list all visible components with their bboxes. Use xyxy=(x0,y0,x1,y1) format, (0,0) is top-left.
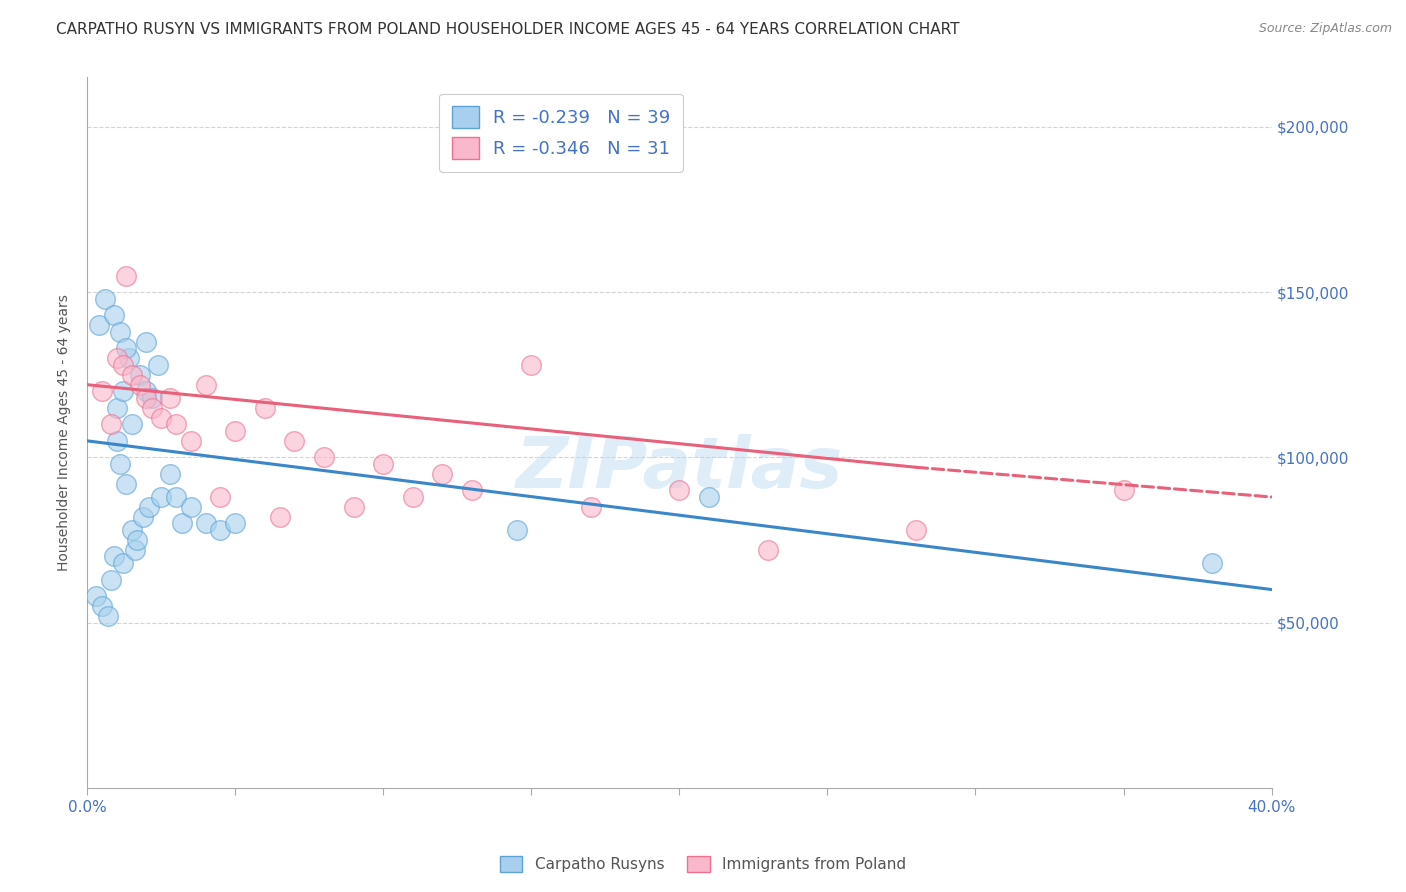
Point xyxy=(87,318,110,333)
Point xyxy=(105,351,128,366)
Point xyxy=(111,384,134,399)
Point xyxy=(505,523,527,537)
Point xyxy=(150,410,173,425)
Point xyxy=(97,609,120,624)
Point xyxy=(121,368,143,382)
Point xyxy=(159,391,181,405)
Point xyxy=(138,500,160,514)
Point xyxy=(905,523,928,537)
Point xyxy=(114,268,136,283)
Point xyxy=(141,391,163,405)
Point xyxy=(253,401,276,415)
Point xyxy=(283,434,305,448)
Point xyxy=(756,542,779,557)
Point xyxy=(94,292,117,306)
Text: Source: ZipAtlas.com: Source: ZipAtlas.com xyxy=(1258,22,1392,36)
Legend: Carpatho Rusyns, Immigrants from Poland: Carpatho Rusyns, Immigrants from Poland xyxy=(492,848,914,880)
Point xyxy=(579,500,602,514)
Point xyxy=(114,476,136,491)
Point xyxy=(165,490,187,504)
Point xyxy=(312,450,335,465)
Point xyxy=(180,500,202,514)
Point xyxy=(117,351,139,366)
Point xyxy=(121,417,143,432)
Point xyxy=(91,384,114,399)
Point xyxy=(100,573,122,587)
Point xyxy=(141,401,163,415)
Point xyxy=(111,358,134,372)
Text: CARPATHO RUSYN VS IMMIGRANTS FROM POLAND HOUSEHOLDER INCOME AGES 45 - 64 YEARS C: CARPATHO RUSYN VS IMMIGRANTS FROM POLAND… xyxy=(56,22,960,37)
Point xyxy=(343,500,366,514)
Point xyxy=(1112,483,1135,498)
Point xyxy=(91,599,114,613)
Y-axis label: Householder Income Ages 45 - 64 years: Householder Income Ages 45 - 64 years xyxy=(58,294,72,571)
Point xyxy=(1201,556,1223,570)
Point xyxy=(127,533,149,547)
Point xyxy=(150,490,173,504)
Point xyxy=(402,490,425,504)
Point xyxy=(114,342,136,356)
Point xyxy=(121,523,143,537)
Point xyxy=(108,457,131,471)
Point xyxy=(180,434,202,448)
Point xyxy=(84,589,107,603)
Point xyxy=(105,401,128,415)
Legend: R = -0.239   N = 39, R = -0.346   N = 31: R = -0.239 N = 39, R = -0.346 N = 31 xyxy=(439,94,683,172)
Point xyxy=(269,509,291,524)
Point xyxy=(129,377,152,392)
Text: ZIPatlas: ZIPatlas xyxy=(516,434,844,502)
Point xyxy=(103,308,125,322)
Point xyxy=(165,417,187,432)
Point xyxy=(100,417,122,432)
Point xyxy=(668,483,690,498)
Point xyxy=(135,391,157,405)
Point xyxy=(108,325,131,339)
Point xyxy=(170,516,193,531)
Point xyxy=(373,457,395,471)
Point xyxy=(129,368,152,382)
Point xyxy=(224,424,246,438)
Point xyxy=(132,509,155,524)
Point xyxy=(135,384,157,399)
Point xyxy=(159,467,181,481)
Point xyxy=(135,334,157,349)
Point xyxy=(224,516,246,531)
Point xyxy=(124,542,146,557)
Point xyxy=(432,467,454,481)
Point xyxy=(111,556,134,570)
Point xyxy=(194,377,217,392)
Point xyxy=(148,358,170,372)
Point xyxy=(209,523,232,537)
Point xyxy=(209,490,232,504)
Point xyxy=(461,483,484,498)
Point xyxy=(105,434,128,448)
Point xyxy=(103,549,125,564)
Point xyxy=(520,358,543,372)
Point xyxy=(697,490,720,504)
Point xyxy=(194,516,217,531)
